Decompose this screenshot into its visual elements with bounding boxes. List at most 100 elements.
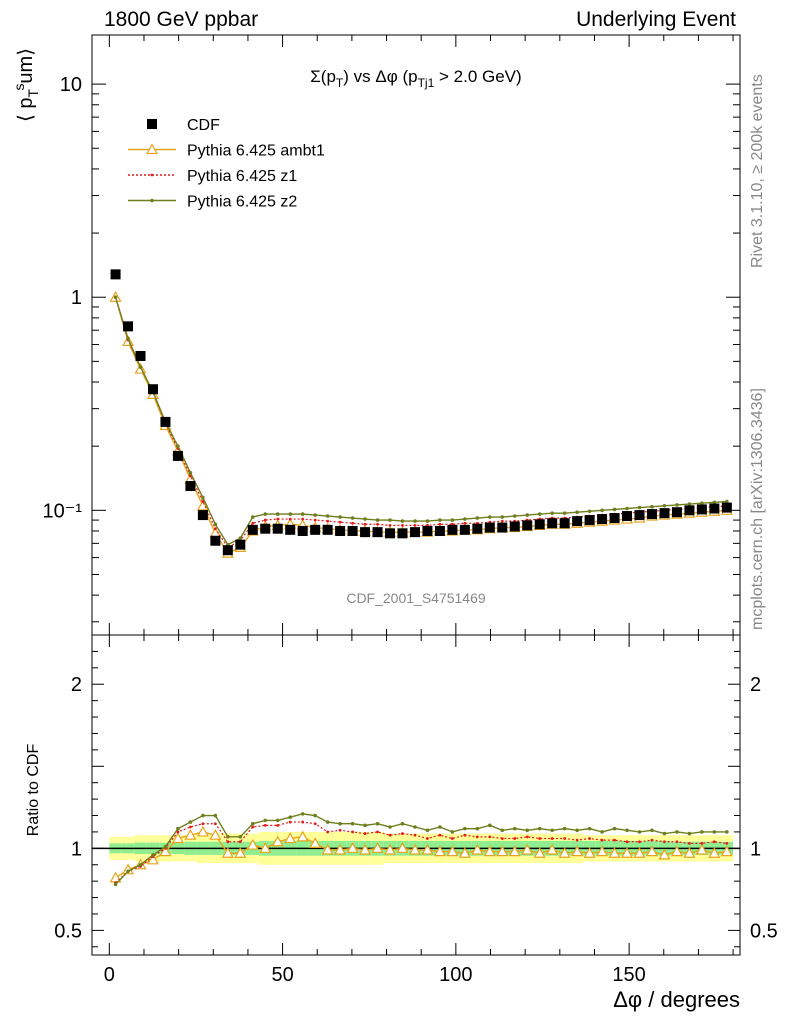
pythia-z2-point <box>388 518 392 522</box>
legend: CDF Pythia 6.425 ambt1 Pythia 6.425 z1 Pyth… <box>128 117 325 211</box>
pythia-z2-point <box>550 511 554 515</box>
pythia-z2-point <box>375 821 380 826</box>
pythia-z2-point <box>363 823 367 828</box>
pythia-z2-point <box>512 514 517 518</box>
pythia-z2-point <box>126 336 130 341</box>
pythia-z2-point <box>488 515 492 519</box>
pythia-z2-point <box>350 821 355 826</box>
pythia-ambt1-point <box>296 830 309 842</box>
pythia-z2-point <box>138 862 143 867</box>
pythia-z2-point <box>288 512 293 516</box>
pythia-z2-point <box>587 509 592 514</box>
pythia-z2-point <box>587 826 592 831</box>
pythia-ambt1-point <box>508 845 521 857</box>
pythia-z1-point <box>213 527 217 531</box>
pythia-ambt1-point <box>271 835 284 847</box>
pythia-ambt1-point <box>670 845 683 857</box>
pythia-z1-point <box>700 842 704 845</box>
y-axis-label: ⟨ pTsum⟩ <box>11 48 41 122</box>
ratio-plot-frame <box>91 634 741 956</box>
pythia-z1-point <box>650 838 654 842</box>
pythia-z2-point <box>612 826 617 831</box>
cdf-data-point <box>235 539 246 550</box>
pythia-z2-point <box>700 830 704 834</box>
cdf-data-point <box>197 510 208 521</box>
pythia-ambt1-point <box>546 843 559 855</box>
ratio-series-pythia-6-425-ambt1 <box>109 825 733 883</box>
pythia-ambt1-point <box>346 842 359 853</box>
pythia-z1-point <box>351 521 354 525</box>
cdf-data-point <box>721 502 732 513</box>
pythia-z2-point <box>650 504 654 509</box>
x-tick-label: 100 <box>439 964 472 986</box>
cdf-data-point <box>584 515 595 526</box>
pythia-z1-point <box>550 837 554 840</box>
pythia-z2-point <box>275 818 280 823</box>
cdf-data-point <box>172 450 183 461</box>
cdf-data-point <box>110 269 121 280</box>
x-tick-label: 150 <box>612 964 645 986</box>
pythia-z2-point <box>300 812 305 816</box>
pythia-z1-point <box>363 522 367 526</box>
pythia-z2-point <box>712 500 717 505</box>
pythia-ambt1-point <box>321 843 334 855</box>
pythia-z2-point <box>425 519 430 523</box>
pythia-ambt1-point <box>683 847 696 858</box>
pythia-ambt1-point <box>383 843 397 855</box>
ratio-y-tick-label: 2 <box>71 674 82 696</box>
pythia-z1-point <box>201 822 205 826</box>
pythia-z1-point <box>613 838 616 842</box>
main-series-line <box>114 297 727 546</box>
pythia-z2-point <box>250 821 255 826</box>
pythia-z1-point <box>438 833 442 837</box>
y-tick-label: 1 <box>71 287 82 309</box>
cdf-data-point <box>559 518 570 529</box>
legend-label: Pythia 6.425 z2 <box>187 194 297 211</box>
pythia-ambt1-point <box>621 847 634 858</box>
pythia-z1-point <box>712 840 716 844</box>
pythia-z2-point <box>450 830 455 834</box>
cdf-data-point <box>285 524 296 535</box>
pythia-z2-point <box>188 820 193 824</box>
cdf-data-point <box>322 524 333 535</box>
pythia-z1-point <box>263 823 267 827</box>
pythia-z2-point <box>625 828 629 833</box>
pythia-z2-point <box>612 507 617 512</box>
cdf-data-point <box>297 525 308 536</box>
pythia-z2-point <box>263 512 268 516</box>
pythia-z2-point <box>537 826 542 831</box>
pythia-z1-point <box>226 840 230 844</box>
pythia-z2-point <box>113 882 118 887</box>
legend-entry-pythia-6-425-z1: Pythia 6.425 z1 <box>128 168 297 185</box>
pythia-z2-point <box>325 514 330 518</box>
pythia-ambt1-point <box>633 847 646 858</box>
pythia-z2-point <box>562 511 567 515</box>
cdf-data-point <box>696 504 707 515</box>
pythia-z1-point <box>688 842 691 845</box>
pythia-z1-point <box>376 830 379 834</box>
cdf-data-point <box>160 416 171 427</box>
pythia-z2-point <box>700 501 704 506</box>
x-tick-label: 0 <box>104 964 115 986</box>
pythia-z1-point <box>176 830 180 834</box>
ratio-series-pythia-6-425-z2 <box>113 812 729 887</box>
cdf-data-point <box>646 509 657 520</box>
cdf-data-point <box>622 511 633 522</box>
cdf-data-point <box>409 527 420 538</box>
pythia-ambt1-point <box>221 847 234 858</box>
pythia-z2-point <box>425 828 430 833</box>
pythia-z2-point <box>625 506 629 511</box>
pythia-z2-point <box>213 813 218 818</box>
legend-entry-pythia-6-425-ambt1: Pythia 6.425 ambt1 <box>128 143 325 160</box>
pythia-z1-point <box>351 830 354 834</box>
pythia-z2-point <box>413 519 417 523</box>
pythia-z1-point <box>563 837 567 840</box>
cdf-data-point <box>634 510 645 521</box>
pythia-z1-point <box>326 830 330 834</box>
cdf-data-point <box>360 527 371 538</box>
plot-title: Σ(pT) vs Δφ (pTj1 > 2.0 GeV) <box>310 67 521 90</box>
pythia-z1-point <box>413 523 417 527</box>
pythia-z1-point <box>675 840 679 844</box>
pythia-ambt1-point <box>421 843 434 855</box>
